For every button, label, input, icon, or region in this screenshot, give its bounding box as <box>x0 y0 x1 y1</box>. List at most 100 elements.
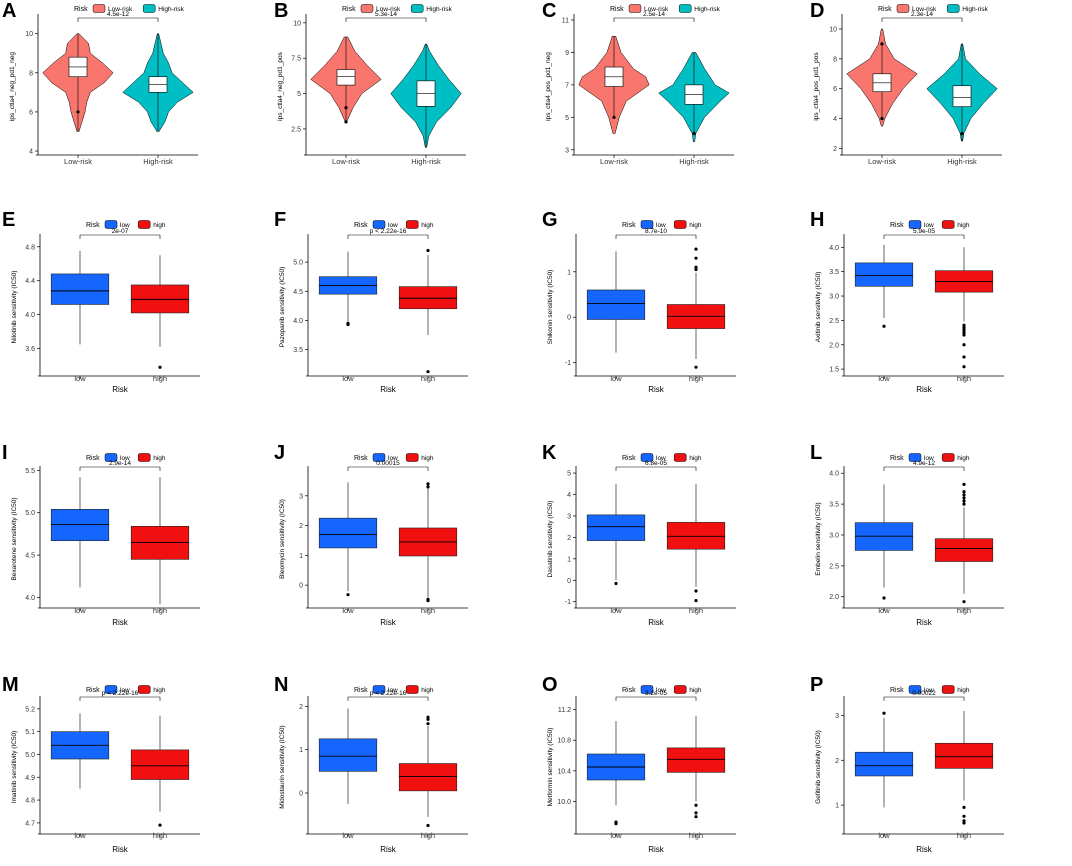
y-tick-label: 4.8 <box>25 798 35 805</box>
x-tick-label: low <box>74 374 86 383</box>
panel-k: -1 0 1 2 3 4 5 Dasatinib sensitivity (IC50) low h… <box>542 442 736 627</box>
panel-letter: I <box>2 442 8 464</box>
y-tick-label: 2 <box>835 758 839 765</box>
box <box>318 517 378 549</box>
group-high <box>934 710 994 825</box>
y-tick-label: 2.0 <box>829 342 839 349</box>
outlier-point <box>694 815 698 819</box>
legend-swatch <box>372 685 386 694</box>
legend-title: Risk <box>354 455 368 462</box>
x-tick-label: low <box>342 606 354 615</box>
y-tick-label: 1.5 <box>829 367 839 374</box>
box <box>318 738 378 772</box>
y-tick-label: 9 <box>565 50 569 57</box>
legend-label: high <box>421 455 434 462</box>
legend-swatch <box>628 4 642 13</box>
pvalue-bracket <box>347 466 429 471</box>
y-tick-label: 8 <box>833 56 837 63</box>
y-axis-label: Midostaurin sensitivity (IC50) <box>279 725 286 808</box>
y-axis-label: ips_ctla4_pos_pd1_neg <box>545 52 552 121</box>
outlier-point <box>962 493 966 497</box>
outlier-point <box>962 821 966 825</box>
y-tick-label: -1 <box>565 599 571 606</box>
y-tick-label: 5.5 <box>25 468 35 475</box>
outlier-point <box>158 823 162 827</box>
y-tick-label: 5 <box>297 91 301 98</box>
group-high <box>934 482 994 604</box>
y-tick-label: 6 <box>833 86 837 93</box>
group-high <box>398 248 458 374</box>
x-tick-label: low <box>610 374 622 383</box>
y-tick-label: 0 <box>567 315 571 322</box>
outlier-point <box>962 819 966 823</box>
outlier-point <box>426 715 430 719</box>
y-tick-label: 3 <box>567 513 571 520</box>
outlier-point <box>426 370 430 374</box>
group-low <box>50 477 110 588</box>
y-tick-label: 2 <box>833 146 837 153</box>
y-axis-label: Dasatinib sensitivity (IC50) <box>547 501 554 578</box>
legend-swatch <box>92 4 106 13</box>
legend-label: High-risk <box>158 6 184 13</box>
pvalue-bracket <box>79 234 161 239</box>
outlier-point <box>694 267 698 272</box>
outlier-point <box>962 323 966 327</box>
legend-swatch <box>908 453 922 462</box>
legend-swatch <box>104 453 118 462</box>
group-high-risk <box>390 43 462 148</box>
y-tick-label: 10 <box>293 20 301 27</box>
outlier-point <box>962 490 966 494</box>
y-axis-label: Shikonin sensitivity (IC50) <box>547 270 554 345</box>
x-tick-label: Low-risk <box>868 157 896 166</box>
legend-swatch <box>640 453 654 462</box>
legend-title: Risk <box>86 455 100 462</box>
pvalue-label: 5.3e-14 <box>375 11 397 18</box>
legend-swatch <box>372 453 386 462</box>
y-axis-label: Bexarotene sensitivity (IC50) <box>11 497 18 580</box>
legend-label: high <box>421 687 434 694</box>
legend-swatch <box>142 4 156 13</box>
y-tick-label: 8 <box>29 70 33 77</box>
panel-letter: A <box>2 0 16 22</box>
outlier-point <box>692 131 696 136</box>
box <box>586 289 646 320</box>
panel-j: 0 1 2 3 Bleomycin sensitivity (IC50) low high R… <box>274 442 468 627</box>
group-low <box>50 713 110 789</box>
y-tick-label: 11.2 <box>558 707 571 714</box>
panel-letter: G <box>542 209 558 231</box>
y-tick-label: 4.7 <box>25 820 35 827</box>
x-axis-label: Risk <box>648 845 665 854</box>
outlier-point <box>962 502 966 506</box>
y-axis-label: Gefitinib sensitivity (IC50) <box>815 730 822 804</box>
outlier-point <box>882 324 886 328</box>
legend-swatch <box>941 220 955 229</box>
x-tick-label: high <box>957 374 971 383</box>
y-tick-label: 2 <box>567 535 571 542</box>
outlier-point <box>614 581 618 586</box>
panel-letter: B <box>274 0 288 22</box>
group-high <box>398 715 458 828</box>
legend-swatch <box>678 4 692 13</box>
y-tick-label: 2.0 <box>829 594 839 601</box>
box <box>934 742 994 769</box>
y-tick-label: 1 <box>835 803 839 810</box>
y-tick-label: 5.0 <box>25 510 35 517</box>
y-tick-label: 4.0 <box>829 245 839 252</box>
legend-label: high <box>957 455 970 462</box>
x-axis-label: Risk <box>648 385 665 394</box>
legend-label: Low-risk <box>912 6 937 13</box>
group-low <box>586 251 646 353</box>
legend-label: High-risk <box>962 6 988 13</box>
panel-g: -1 0 1 Shikonin sensitivity (IC50) low high Ri… <box>542 209 736 394</box>
outlier-point <box>962 814 966 818</box>
y-tick-label: 4.9 <box>25 775 35 782</box>
y-tick-label: 3.0 <box>829 294 839 301</box>
panel-letter: D <box>810 0 824 22</box>
legend-label: low <box>924 222 934 229</box>
x-tick-label: low <box>878 606 890 615</box>
y-tick-label: 3.5 <box>829 269 839 276</box>
panel-letter: F <box>274 209 286 231</box>
pvalue-label: 2.5e-14 <box>643 11 665 18</box>
panel-letter: J <box>274 442 285 464</box>
box <box>952 85 972 107</box>
